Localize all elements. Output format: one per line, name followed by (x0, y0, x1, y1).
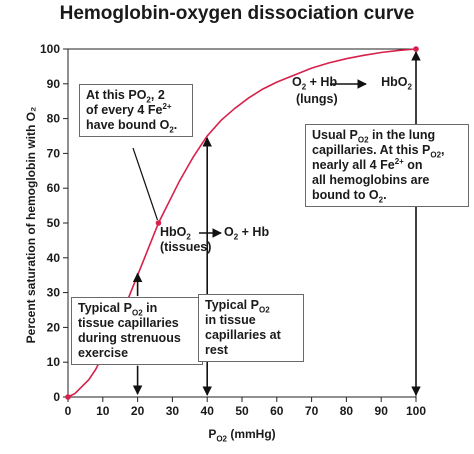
lung-cap-l5a: bound to O (312, 188, 379, 202)
half-sat-sub3: 2 (169, 125, 174, 135)
rest-l3: capillaries at (205, 328, 281, 342)
lungs-right: HbO (381, 75, 408, 89)
tissues-right: O (224, 225, 234, 239)
rest-l1a: Typical P (205, 298, 259, 312)
x-tick-label: 100 (406, 404, 426, 418)
lung-cap-l1sub: O2 (357, 135, 369, 145)
exercise-l4: exercise (78, 346, 129, 360)
tissues-right-sub: 2 (233, 232, 239, 242)
tissues-reaction: HbO2 (160, 225, 191, 242)
annotation-half-saturation: At this PO2, 2 of every 4 Fe2+ have boun… (79, 84, 193, 137)
chart-title: Hemoglobin-oxygen dissociation curve (59, 3, 415, 24)
half-sat-line1-rest: , 2 (150, 88, 165, 102)
y-tick-label: 20 (47, 320, 61, 334)
lungs-left: O (292, 75, 302, 89)
x-tick-label: 0 (65, 404, 72, 418)
half-sat-line3: have bound O (86, 118, 170, 132)
lungs-left-rest: + Hb (306, 75, 338, 89)
x-tick-label: 70 (305, 404, 319, 418)
lung-cap-l3b: on (403, 158, 423, 172)
y-tick-label: 80 (47, 112, 61, 126)
exercise-l2: tissue capillaries (78, 316, 179, 330)
half-sat-sub1: 2 (146, 95, 151, 105)
annotation-lung-capillaries: Usual PO2 in the lung capillaries. At th… (305, 124, 469, 207)
x-tick-label: 40 (201, 404, 215, 418)
lungs-reaction: O2 + Hb HbO2 (292, 75, 412, 92)
annotation-rest: Typical PO2 in tissue capillaries at res… (198, 294, 304, 362)
half-sat-line1: At this PO (86, 88, 147, 102)
lungs-label: (lungs) (296, 92, 338, 106)
curve-point (155, 220, 162, 226)
lung-cap-l4: all hemoglobins are (312, 173, 430, 187)
lungs-right-sub: 2 (407, 82, 412, 92)
exercise-l1a: Typical P (78, 301, 132, 315)
x-axis-label: PO2 (mmHg) (208, 427, 275, 443)
lung-cap-l5b: . (383, 188, 387, 202)
x-axis-label-sub: O2 (216, 434, 228, 444)
lung-cap-l3sup: 2+ (394, 156, 404, 166)
half-sat-line3-rest: . (173, 118, 178, 132)
lung-cap-l3a: nearly all 4 Fe (312, 158, 395, 172)
tissues-left-sub: 2 (186, 232, 191, 242)
y-tick-label: 50 (47, 216, 61, 230)
x-tick-label: 90 (375, 404, 389, 418)
y-tick-label: 70 (47, 146, 61, 160)
half-sat-line2: of every 4 Fe (86, 103, 163, 117)
y-tick-label: 60 (47, 181, 61, 195)
exercise-l1b: in (142, 301, 158, 315)
x-tick-label: 10 (96, 404, 110, 418)
lung-cap-l1b: in the lung (368, 128, 436, 142)
x-tick-label: 80 (340, 404, 354, 418)
exercise-l3: during strenuous (78, 331, 181, 345)
half-sat-sup2: 2+ (162, 101, 172, 111)
y-tick-label: 100 (40, 42, 60, 56)
lung-cap-l5sub: 2 (378, 195, 384, 205)
lung-cap-l2sub: O2 (430, 150, 442, 160)
x-axis-label-rest: (mmHg) (227, 427, 276, 441)
curve-point (65, 394, 71, 400)
exercise-l1sub: O2 (131, 308, 143, 318)
rest-l4: rest (205, 343, 228, 357)
x-axis-label-main: P (208, 427, 217, 441)
y-tick-label: 30 (47, 286, 61, 300)
annotation-exercise: Typical PO2 in tissue capillaries during… (71, 297, 203, 365)
curve-point (413, 46, 419, 52)
tissues-label: (tissues) (160, 240, 212, 254)
lung-cap-l2: capillaries. At this P (312, 143, 431, 157)
x-tick-label: 60 (270, 404, 284, 418)
x-tick-label: 30 (166, 404, 180, 418)
x-tick-label: 50 (235, 404, 249, 418)
rest-l2: in tissue (205, 313, 256, 327)
tissues-right-rest: + Hb (238, 225, 270, 239)
tissues-left: HbO (160, 225, 187, 239)
tissues-product: O2 + Hb (224, 225, 270, 242)
x-tick-label: 20 (131, 404, 145, 418)
half-saturation-pointer (132, 147, 159, 221)
y-tick-label: 40 (47, 251, 61, 265)
y-tick-label: 0 (53, 390, 60, 404)
y-tick-label: 10 (47, 355, 61, 369)
lung-cap-l1a: Usual P (312, 128, 358, 142)
y-tick-label: 90 (47, 77, 61, 91)
rest-l1sub: O2 (258, 305, 270, 315)
lung-cap-l2b: , (441, 143, 445, 157)
lungs-left-sub: 2 (301, 82, 307, 92)
